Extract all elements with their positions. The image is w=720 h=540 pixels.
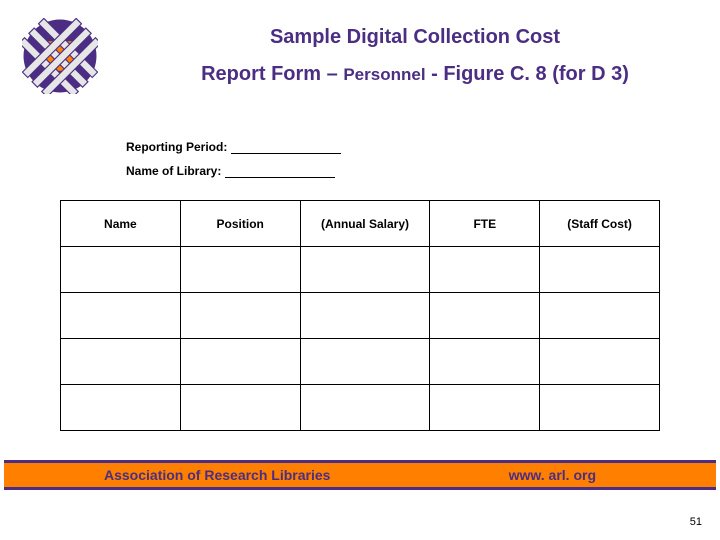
table-row xyxy=(61,385,660,431)
table-col-header: FTE xyxy=(430,201,540,247)
table-cell xyxy=(540,293,660,339)
footer-url: www. arl. org xyxy=(509,467,596,483)
library-name-label: Name of Library: xyxy=(126,164,221,178)
table-row xyxy=(61,247,660,293)
table-col-header: Name xyxy=(61,201,181,247)
page-title: Sample Digital Collection Cost Report Fo… xyxy=(150,26,680,86)
table-cell xyxy=(180,385,300,431)
page-number: 51 xyxy=(690,516,702,528)
table-cell xyxy=(430,385,540,431)
library-name-blank xyxy=(225,177,335,178)
table-cell xyxy=(180,247,300,293)
table-cell xyxy=(430,293,540,339)
table-cell xyxy=(540,339,660,385)
title-part-sub: Personnel xyxy=(343,65,425,84)
footer-org: Association of Research Libraries xyxy=(104,467,330,483)
table-cell xyxy=(300,339,430,385)
table-cell xyxy=(300,293,430,339)
table-cell xyxy=(61,293,181,339)
arl-logo-icon xyxy=(22,18,98,94)
table-cell xyxy=(540,247,660,293)
table-col-header: Position xyxy=(180,201,300,247)
reporting-period-blank xyxy=(231,153,341,154)
table-cell xyxy=(61,339,181,385)
table-cell xyxy=(300,247,430,293)
table-row xyxy=(61,293,660,339)
table-col-header: (Staff Cost) xyxy=(540,201,660,247)
footer-bar: Association of Research Libraries www. a… xyxy=(4,460,716,490)
title-part-a: Report Form – xyxy=(201,63,343,85)
table-header-row: NamePosition(Annual Salary)FTE(Staff Cos… xyxy=(61,201,660,247)
library-name-field: Name of Library: xyxy=(126,164,341,178)
table-cell xyxy=(430,247,540,293)
reporting-period-field: Reporting Period: xyxy=(126,140,341,154)
title-line-1: Sample Digital Collection Cost xyxy=(150,26,680,49)
table-cell xyxy=(180,339,300,385)
table-cell xyxy=(540,385,660,431)
table-cell xyxy=(180,293,300,339)
reporting-period-label: Reporting Period: xyxy=(126,140,227,154)
table-cell xyxy=(430,339,540,385)
table-cell xyxy=(61,247,181,293)
table-cell xyxy=(61,385,181,431)
title-line-2: Report Form – Personnel - Figure C. 8 (f… xyxy=(150,63,680,86)
table-row xyxy=(61,339,660,385)
title-part-b: - Figure C. 8 (for D 3) xyxy=(426,63,629,85)
form-fields: Reporting Period: Name of Library: xyxy=(126,140,341,188)
personnel-table: NamePosition(Annual Salary)FTE(Staff Cos… xyxy=(60,200,660,431)
table-col-header: (Annual Salary) xyxy=(300,201,430,247)
table-cell xyxy=(300,385,430,431)
